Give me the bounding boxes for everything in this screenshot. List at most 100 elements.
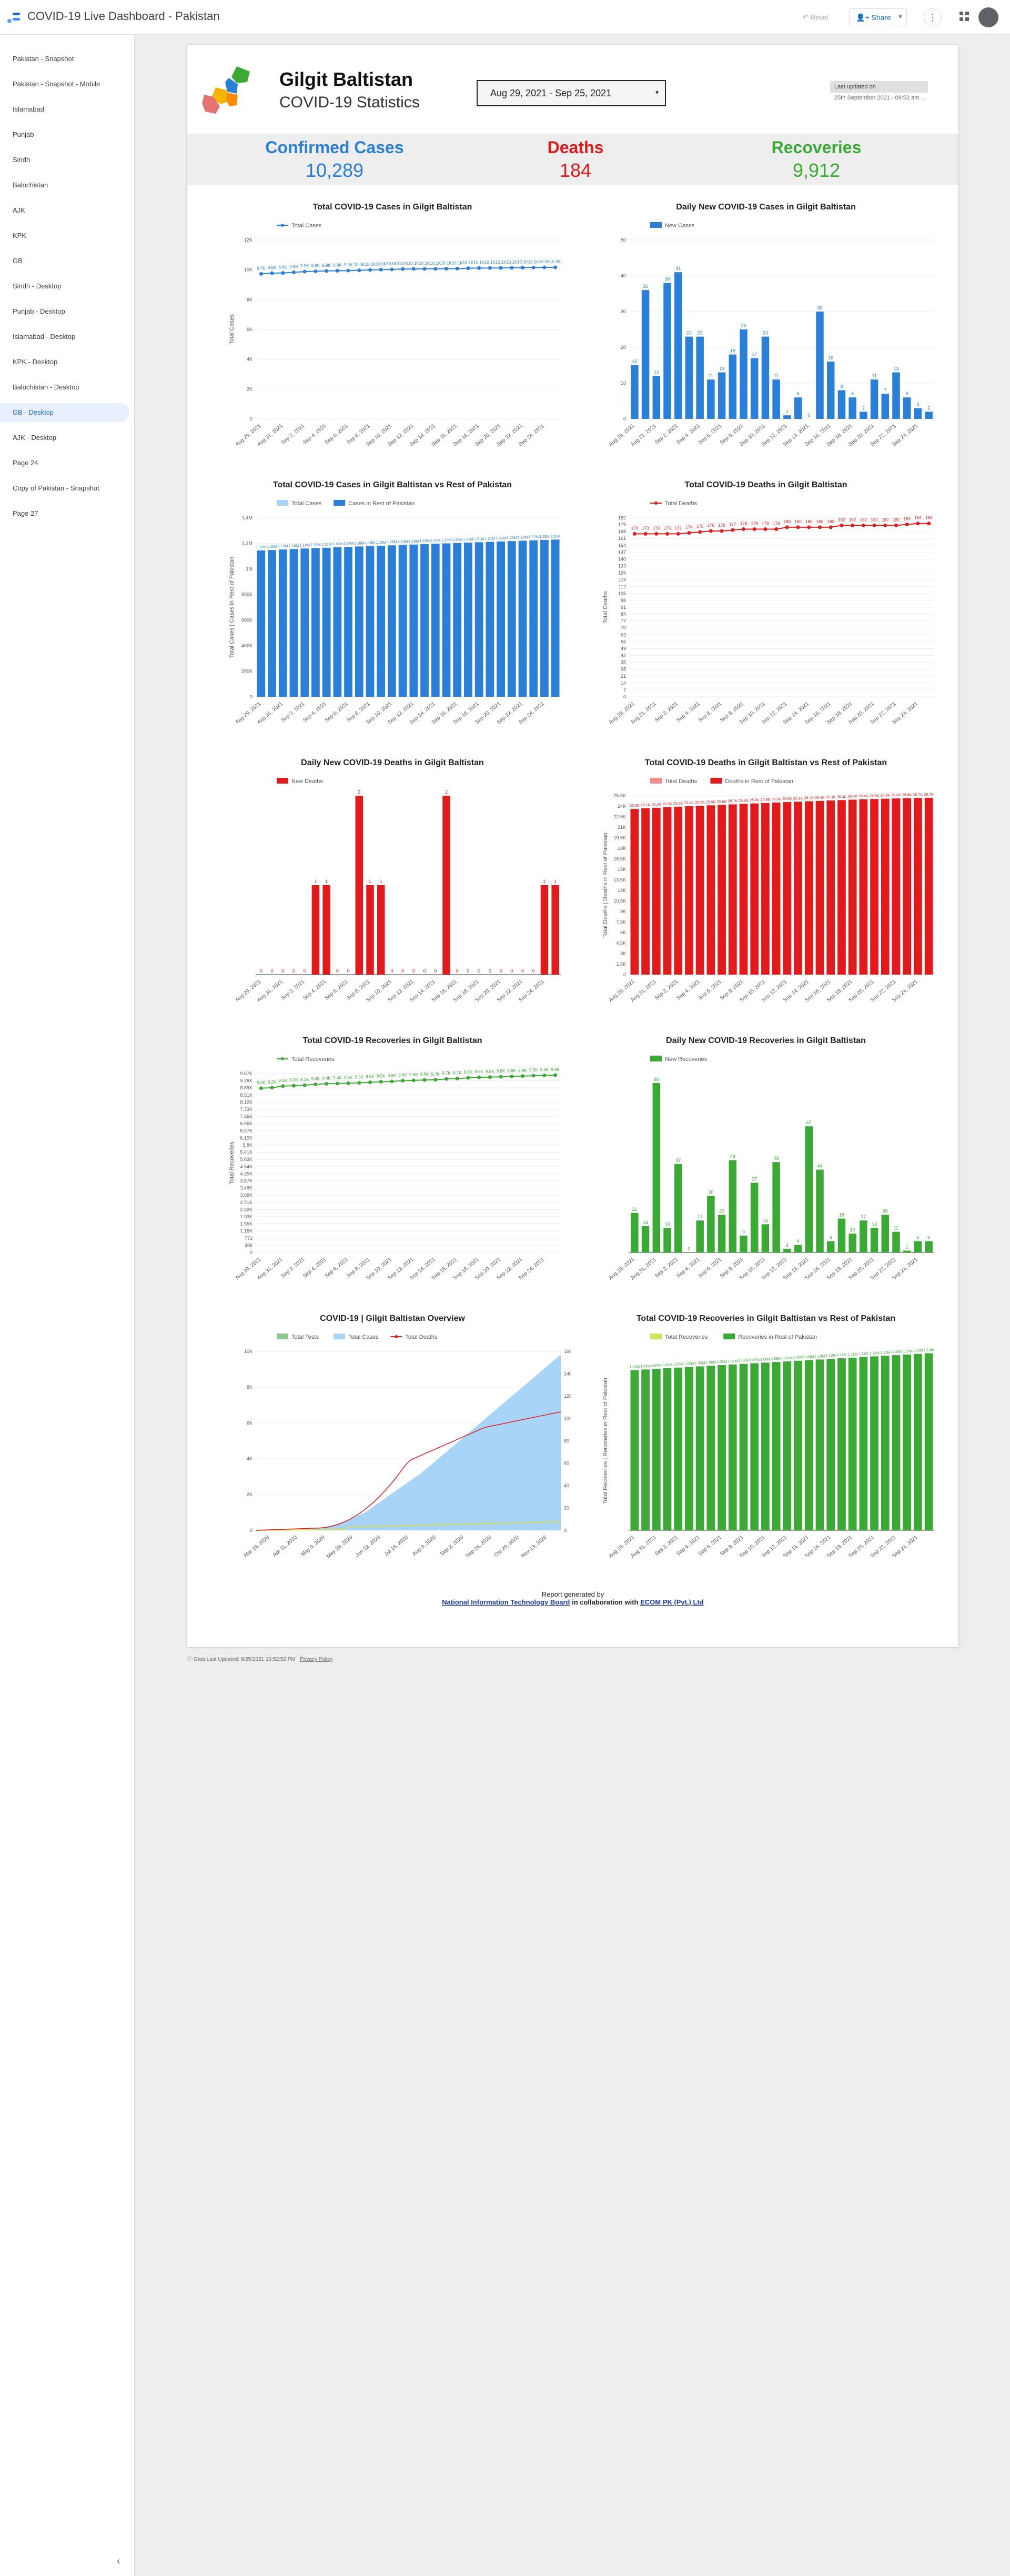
sidebar-page-item[interactable]: KPK - Desktop [13,358,58,366]
data-point[interactable] [379,1080,383,1084]
legend-item[interactable]: Total Cases [277,223,322,229]
sidebar-page-item[interactable]: Islamabad - Desktop [13,333,76,340]
bar[interactable] [870,379,878,419]
bar[interactable] [663,1368,672,1530]
bar[interactable] [695,1366,704,1530]
bar[interactable] [750,1182,759,1252]
chart-deaths-vs-rest[interactable]: Total COVID-19 Deaths in Gilgit Baltista… [587,754,945,1022]
sidebar-page-item[interactable]: AJK - Desktop [13,434,57,442]
sidebar-page-item[interactable]: AJK [13,206,25,214]
legend-item[interactable]: Total Deaths [650,500,698,507]
bar[interactable] [540,885,549,975]
bar[interactable] [696,336,704,419]
data-point[interactable] [829,525,833,529]
data-point[interactable] [499,1075,503,1079]
legend-item[interactable]: New Cases [650,222,695,229]
bar[interactable] [674,272,682,419]
bar[interactable] [805,1126,813,1252]
bar[interactable] [551,885,559,975]
bar[interactable] [652,1369,661,1530]
data-point[interactable] [488,266,492,270]
bar[interactable] [903,1354,912,1530]
bar[interactable] [794,801,802,975]
data-point[interactable] [368,1080,372,1085]
data-point[interactable] [521,1074,524,1078]
bar[interactable] [278,549,287,697]
bar[interactable] [663,283,671,419]
bar[interactable] [892,372,900,419]
bar[interactable] [268,550,276,697]
data-point[interactable] [477,1075,481,1079]
data-point[interactable] [281,271,285,275]
bar[interactable] [772,802,781,975]
bar[interactable] [761,803,770,975]
bar[interactable] [816,1169,824,1252]
bar[interactable] [881,1356,890,1530]
bar[interactable] [453,543,462,697]
bar[interactable] [848,799,857,975]
data-point[interactable] [335,269,339,273]
data-point[interactable] [632,532,637,536]
bar[interactable] [344,547,352,697]
bar[interactable] [529,540,538,697]
bar[interactable] [420,544,429,697]
bar[interactable] [837,390,846,419]
data-point[interactable] [292,1084,296,1088]
bar[interactable] [849,1234,856,1252]
sidebar-page-item[interactable]: Balochistan - Desktop [13,383,79,391]
chart-cases-vs-rest[interactable]: Total COVID-19 Cases in Gilgit Baltistan… [214,476,571,744]
data-point[interactable] [883,523,887,527]
bar[interactable] [740,329,748,419]
bar[interactable] [892,798,901,975]
chart-total-cases[interactable]: Total COVID-19 Cases in Gilgit Baltistan… [214,198,571,466]
bar[interactable] [794,1245,802,1252]
bar[interactable] [728,804,737,975]
bar[interactable] [630,809,639,975]
data-point[interactable] [785,525,789,529]
bar[interactable] [794,397,802,419]
bar[interactable] [377,545,386,697]
bar[interactable] [322,885,330,975]
legend-item[interactable]: Total Deaths [390,1334,438,1340]
chart-daily-new-deaths[interactable]: Daily New COVID-19 Deaths in Gilgit Balt… [214,754,571,1022]
data-point[interactable] [553,1073,558,1077]
collapse-sidebar-icon[interactable]: ‹ [117,2555,120,2567]
bar[interactable] [685,806,693,975]
bar[interactable] [761,1362,770,1530]
data-point[interactable] [927,522,931,526]
bar[interactable] [903,397,911,419]
sidebar-page-item[interactable]: KPK [13,232,27,239]
bar[interactable] [892,1355,901,1530]
bar[interactable] [837,1218,846,1252]
sidebar-page-item[interactable]: Sindh [13,156,31,164]
data-point[interactable] [357,1081,361,1085]
bar[interactable] [289,549,298,697]
bar[interactable] [497,541,505,697]
sidebar-page-item[interactable]: Pakistan - Snapshot [13,55,74,63]
chart-overview[interactable]: COVID-19 | Gilgit Baltistan Overview Tota… [214,1309,571,1578]
bar[interactable] [663,1228,671,1252]
bar[interactable] [355,796,363,975]
bar[interactable] [925,412,933,419]
chart-total-recoveries[interactable]: Total COVID-19 Recoveries in Gilgit Balt… [214,1031,571,1300]
chart-recoveries-vs-rest[interactable]: Total COVID-19 Recoveries in Gilgit Balt… [587,1309,945,1578]
date-range-picker[interactable]: Aug 29, 2021 - Sep 25, 2021 ▼ [477,80,666,106]
legend-item[interactable]: New Recoveries [650,1056,708,1063]
legend-item[interactable]: Recoveries in Rest of Pakistan [723,1334,817,1340]
bar[interactable] [652,807,661,975]
data-point[interactable] [742,527,745,531]
data-point[interactable] [433,267,438,271]
sidebar-page-item[interactable]: Punjab - Desktop [13,307,65,315]
bar[interactable] [366,885,374,975]
bar[interactable] [848,1357,857,1530]
bar[interactable] [860,412,867,419]
bar[interactable] [707,379,715,419]
data-point[interactable] [553,265,558,269]
bar[interactable] [914,1354,922,1530]
legend-item[interactable]: Deaths in Rest of Pakistan [710,778,793,785]
sidebar-page-item[interactable]: GB [13,257,23,265]
bar[interactable] [630,1370,639,1530]
bar[interactable] [641,808,650,975]
privacy-policy-link[interactable]: Privacy Policy [300,1657,333,1662]
data-point[interactable] [752,527,756,531]
